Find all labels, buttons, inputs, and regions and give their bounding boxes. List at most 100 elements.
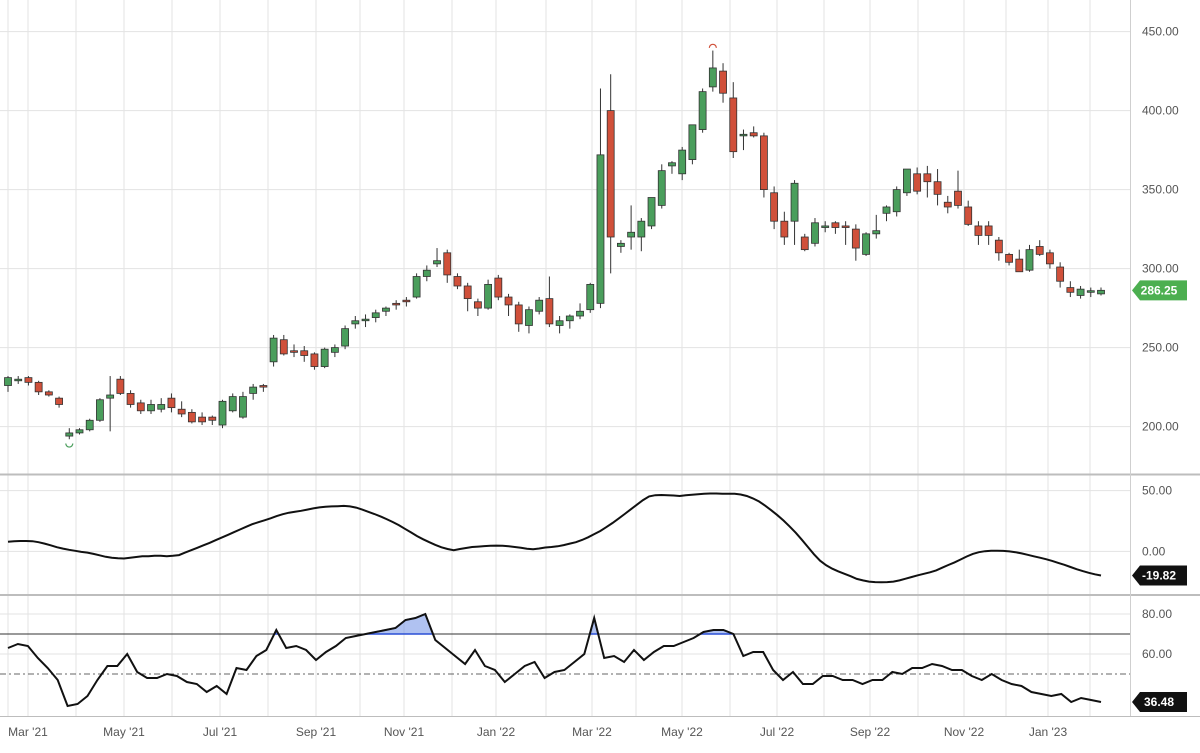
time-tick-label: Nov '21	[384, 725, 425, 739]
candle-down	[770, 186, 779, 230]
price-tick-label: 350.00	[1142, 183, 1179, 197]
candle-body	[75, 429, 84, 434]
time-tick-label: Jan '22	[477, 725, 516, 739]
candle-down	[1046, 249, 1054, 269]
tag-value: 286.25	[1141, 283, 1178, 297]
tag-shape	[1132, 565, 1187, 586]
candle-body	[729, 97, 738, 153]
candle-up	[228, 393, 237, 413]
candle-body	[1035, 246, 1044, 255]
candle-down	[719, 63, 727, 103]
oscillator-tick-label: 0.00	[1142, 544, 1166, 558]
candle-body	[1097, 289, 1105, 295]
candle-up	[790, 180, 799, 245]
candle-body	[627, 231, 636, 238]
candle-body	[402, 299, 411, 303]
candle-body	[616, 242, 625, 247]
candle-body	[514, 304, 523, 325]
candle-down	[290, 344, 298, 358]
candle-up	[576, 303, 584, 320]
candle-body	[749, 132, 758, 137]
candle-body	[954, 190, 962, 206]
candle-body	[1015, 258, 1024, 273]
candle-body	[136, 402, 145, 412]
time-tick-label: Nov '22	[944, 725, 985, 739]
candle-body	[228, 396, 237, 412]
candle-body	[535, 299, 544, 312]
candle-body	[177, 408, 186, 415]
high-marker	[708, 43, 717, 48]
candle-body	[892, 189, 901, 213]
time-tick-label: Sep '21	[296, 725, 337, 739]
candle-body	[719, 70, 727, 94]
candle-body	[310, 353, 319, 367]
candle-down	[1005, 252, 1013, 266]
candle-down	[545, 276, 554, 328]
candle-body	[484, 283, 493, 309]
candle-up	[422, 265, 431, 282]
candle-up	[371, 309, 380, 323]
candle-up	[698, 88, 707, 133]
candle-body	[739, 133, 748, 137]
candle-body	[187, 411, 196, 423]
candle-body	[167, 397, 176, 409]
candle-body	[698, 91, 707, 130]
candle-body	[1076, 288, 1085, 296]
candle-body	[14, 378, 23, 382]
candle-up	[668, 161, 676, 174]
candle-body	[504, 296, 513, 306]
candle-body	[831, 222, 840, 228]
candle-up	[586, 282, 595, 313]
candle-body	[341, 328, 349, 347]
candle-body	[933, 181, 942, 195]
candle-body	[800, 236, 809, 251]
candle-down	[392, 300, 401, 310]
candle-up	[637, 218, 646, 252]
candle-body	[351, 320, 360, 325]
candle-body	[760, 135, 768, 191]
candle-down	[1066, 281, 1075, 298]
candle-body	[34, 381, 43, 393]
candle-down	[300, 346, 309, 362]
candle-body	[4, 377, 12, 386]
candle-body	[770, 192, 779, 222]
price-tick-label: 200.00	[1142, 420, 1179, 434]
candle-down	[1015, 249, 1024, 273]
candle-down	[494, 274, 503, 301]
candle-body	[688, 124, 697, 160]
candle-body	[606, 110, 615, 238]
candle-down	[841, 221, 850, 245]
candle-body	[964, 206, 973, 225]
candle-down	[954, 170, 962, 209]
candle-up	[821, 221, 830, 233]
candle-up	[596, 88, 605, 309]
candle-body	[647, 197, 656, 227]
price-tick-label: 400.00	[1142, 104, 1179, 118]
candle-body	[24, 377, 33, 383]
candle-body	[463, 285, 472, 300]
candle-body	[851, 228, 860, 249]
candle-up	[361, 314, 370, 328]
candle-body	[85, 419, 94, 431]
candle-body	[903, 168, 911, 194]
time-tick-label: Mar '21	[8, 725, 48, 739]
candle-down	[208, 415, 217, 426]
candle-body	[525, 309, 533, 326]
candle-body	[55, 397, 63, 405]
candle-down	[167, 393, 176, 413]
candle-up	[320, 347, 329, 369]
candle-up	[565, 314, 574, 329]
candle-body	[882, 206, 891, 214]
candle-down	[443, 249, 452, 283]
candle-body	[943, 201, 952, 208]
candle-body	[473, 301, 482, 309]
time-axis: Mar '21 May '21 Jul '21 Sep '21 Nov '21 Jan '…	[8, 725, 1067, 739]
time-tick-label: Sep '22	[850, 725, 891, 739]
candle-down	[259, 383, 268, 392]
candle-down	[198, 412, 206, 426]
candle-up	[218, 399, 227, 429]
candle-up	[484, 279, 493, 310]
candle-body	[494, 277, 503, 298]
candle-body	[545, 298, 554, 325]
candle-down	[55, 396, 63, 408]
